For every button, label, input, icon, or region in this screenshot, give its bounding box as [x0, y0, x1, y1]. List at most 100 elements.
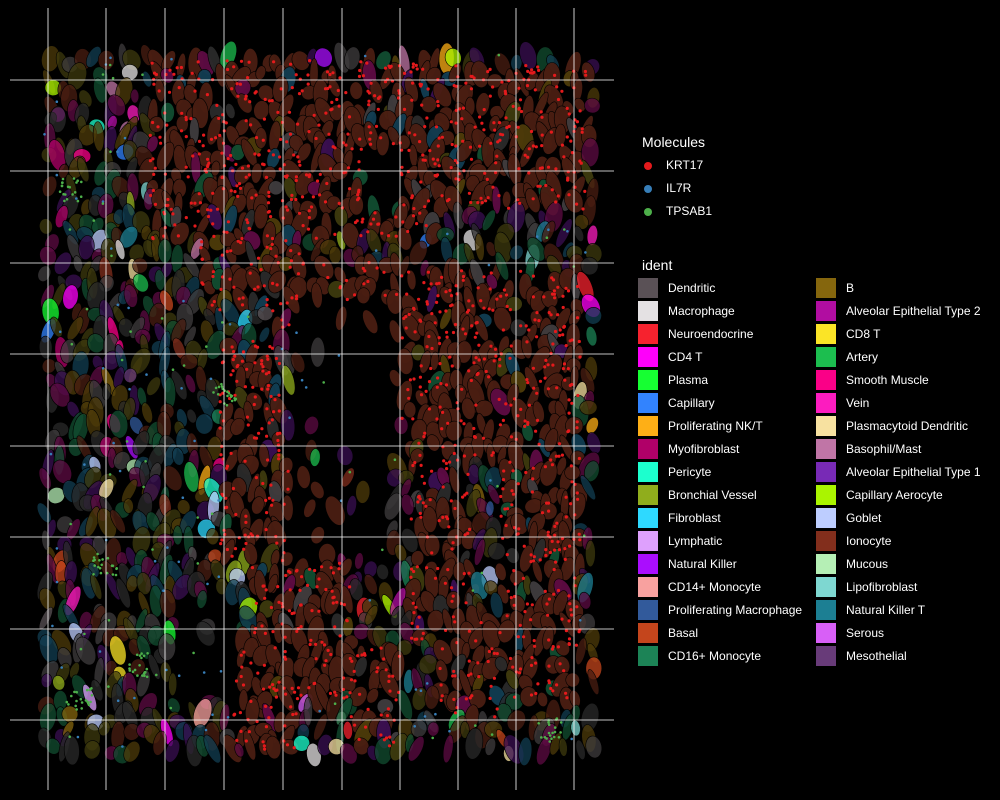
molecule-point-krt17 — [412, 306, 416, 310]
molecule-point-krt17 — [225, 464, 230, 468]
molecule-point-krt17 — [276, 110, 280, 114]
molecule-point-krt17 — [349, 715, 353, 719]
molecule-point-krt17 — [430, 346, 434, 351]
molecule-point-krt17 — [411, 463, 415, 468]
molecule-point-krt17 — [494, 354, 498, 358]
molecule-point-krt17 — [394, 234, 398, 238]
molecule-point-krt17 — [556, 540, 560, 544]
molecule-point-krt17 — [555, 85, 559, 89]
molecule-point-tpsab1 — [110, 254, 113, 258]
cell-polygon — [324, 495, 346, 526]
molecule-point-krt17 — [272, 60, 276, 64]
molecule-point-krt17 — [449, 586, 454, 590]
molecule-point-krt17 — [191, 154, 195, 158]
molecule-point-krt17 — [485, 177, 489, 181]
molecule-point-krt17 — [453, 674, 457, 678]
molecule-point-krt17 — [424, 224, 428, 228]
molecule-point-krt17 — [226, 220, 230, 224]
molecule-point-krt17 — [404, 326, 408, 330]
molecule-point-krt17 — [415, 67, 419, 71]
molecule-point-krt17 — [451, 594, 455, 598]
molecule-point-krt17 — [384, 736, 389, 740]
molecule-point-tpsab1 — [67, 703, 70, 706]
ident-legend-label: Plasma — [668, 373, 709, 387]
molecule-point-krt17 — [549, 351, 553, 356]
molecule-point-krt17 — [198, 201, 202, 205]
molecule-point-il7r — [177, 560, 181, 564]
molecule-point-krt17 — [279, 87, 283, 91]
molecule-point-krt17 — [526, 155, 530, 159]
molecule-point-krt17 — [263, 747, 267, 751]
molecule-point-krt17 — [553, 73, 557, 77]
molecule-point-krt17 — [290, 686, 294, 691]
molecule-point-krt17 — [566, 178, 570, 182]
molecule-point-krt17 — [295, 697, 300, 701]
molecule-point-krt17 — [472, 76, 476, 80]
molecule-point-krt17 — [314, 136, 318, 141]
molecule-point-krt17 — [507, 79, 511, 83]
cell-polygon — [146, 376, 161, 396]
molecule-point-krt17 — [504, 402, 508, 406]
molecule-point-krt17 — [231, 358, 235, 362]
cell-polygon — [375, 50, 392, 70]
molecule-point-krt17 — [525, 378, 529, 382]
molecule-point-krt17 — [379, 646, 383, 650]
molecule-point-krt17 — [277, 393, 281, 397]
molecule-point-il7r — [133, 696, 136, 700]
molecule-point-krt17 — [356, 198, 360, 202]
molecule-point-krt17 — [266, 357, 270, 361]
molecule-point-krt17 — [199, 246, 203, 250]
molecule-point-krt17 — [285, 140, 289, 144]
molecule-point-krt17 — [193, 89, 197, 93]
molecule-point-krt17 — [469, 200, 473, 205]
molecule-point-krt17 — [264, 498, 268, 502]
molecule-point-krt17 — [347, 115, 352, 119]
molecule-point-krt17 — [359, 234, 363, 238]
molecule-point-krt17 — [560, 89, 564, 93]
molecule-point-krt17 — [270, 99, 274, 103]
molecule-point-krt17 — [384, 668, 388, 672]
molecule-point-krt17 — [505, 614, 509, 618]
molecule-point-krt17 — [454, 64, 458, 68]
molecule-point-krt17 — [497, 194, 501, 198]
molecule-point-krt17 — [311, 195, 315, 199]
molecule-point-krt17 — [504, 523, 508, 528]
molecule-point-krt17 — [262, 284, 266, 288]
molecule-point-tpsab1 — [212, 391, 215, 394]
molecule-point-il7r — [363, 54, 367, 58]
molecule-point-tpsab1 — [545, 236, 549, 239]
molecule-point-krt17 — [501, 487, 505, 491]
molecule-point-krt17 — [498, 364, 502, 368]
molecule-point-krt17 — [530, 68, 534, 72]
molecule-point-krt17 — [274, 356, 278, 361]
molecule-point-krt17 — [244, 541, 248, 546]
molecule-point-krt17 — [469, 378, 473, 383]
molecule-point-krt17 — [367, 103, 371, 107]
molecule-point-tpsab1 — [246, 315, 250, 319]
cell-polygon — [580, 256, 599, 276]
molecule-point-krt17 — [534, 145, 538, 149]
molecule-point-krt17 — [277, 600, 281, 604]
cell-polygon — [439, 308, 453, 330]
molecule-point-krt17 — [151, 188, 155, 193]
cell-polygon — [328, 245, 342, 265]
molecule-point-il7r — [288, 416, 291, 420]
molecule-point-krt17 — [309, 205, 314, 209]
molecule-point-krt17 — [333, 625, 337, 629]
molecule-point-krt17 — [440, 647, 444, 651]
molecule-point-krt17 — [527, 328, 531, 332]
molecule-point-krt17 — [435, 300, 439, 304]
molecule-point-krt17 — [535, 311, 539, 315]
ident-color-swatch — [816, 554, 836, 574]
molecule-point-tpsab1 — [155, 673, 158, 677]
molecule-point-krt17 — [416, 500, 420, 504]
molecule-point-il7r — [55, 580, 59, 584]
molecule-point-krt17 — [518, 667, 523, 671]
molecule-point-il7r — [448, 729, 451, 733]
molecule-point-krt17 — [253, 395, 257, 399]
molecule-point-krt17 — [436, 100, 440, 104]
molecule-point-tpsab1 — [217, 385, 221, 389]
molecule-point-il7r — [58, 330, 62, 334]
molecule-point-krt17 — [320, 640, 324, 644]
ident-legend-label: B — [846, 281, 855, 295]
